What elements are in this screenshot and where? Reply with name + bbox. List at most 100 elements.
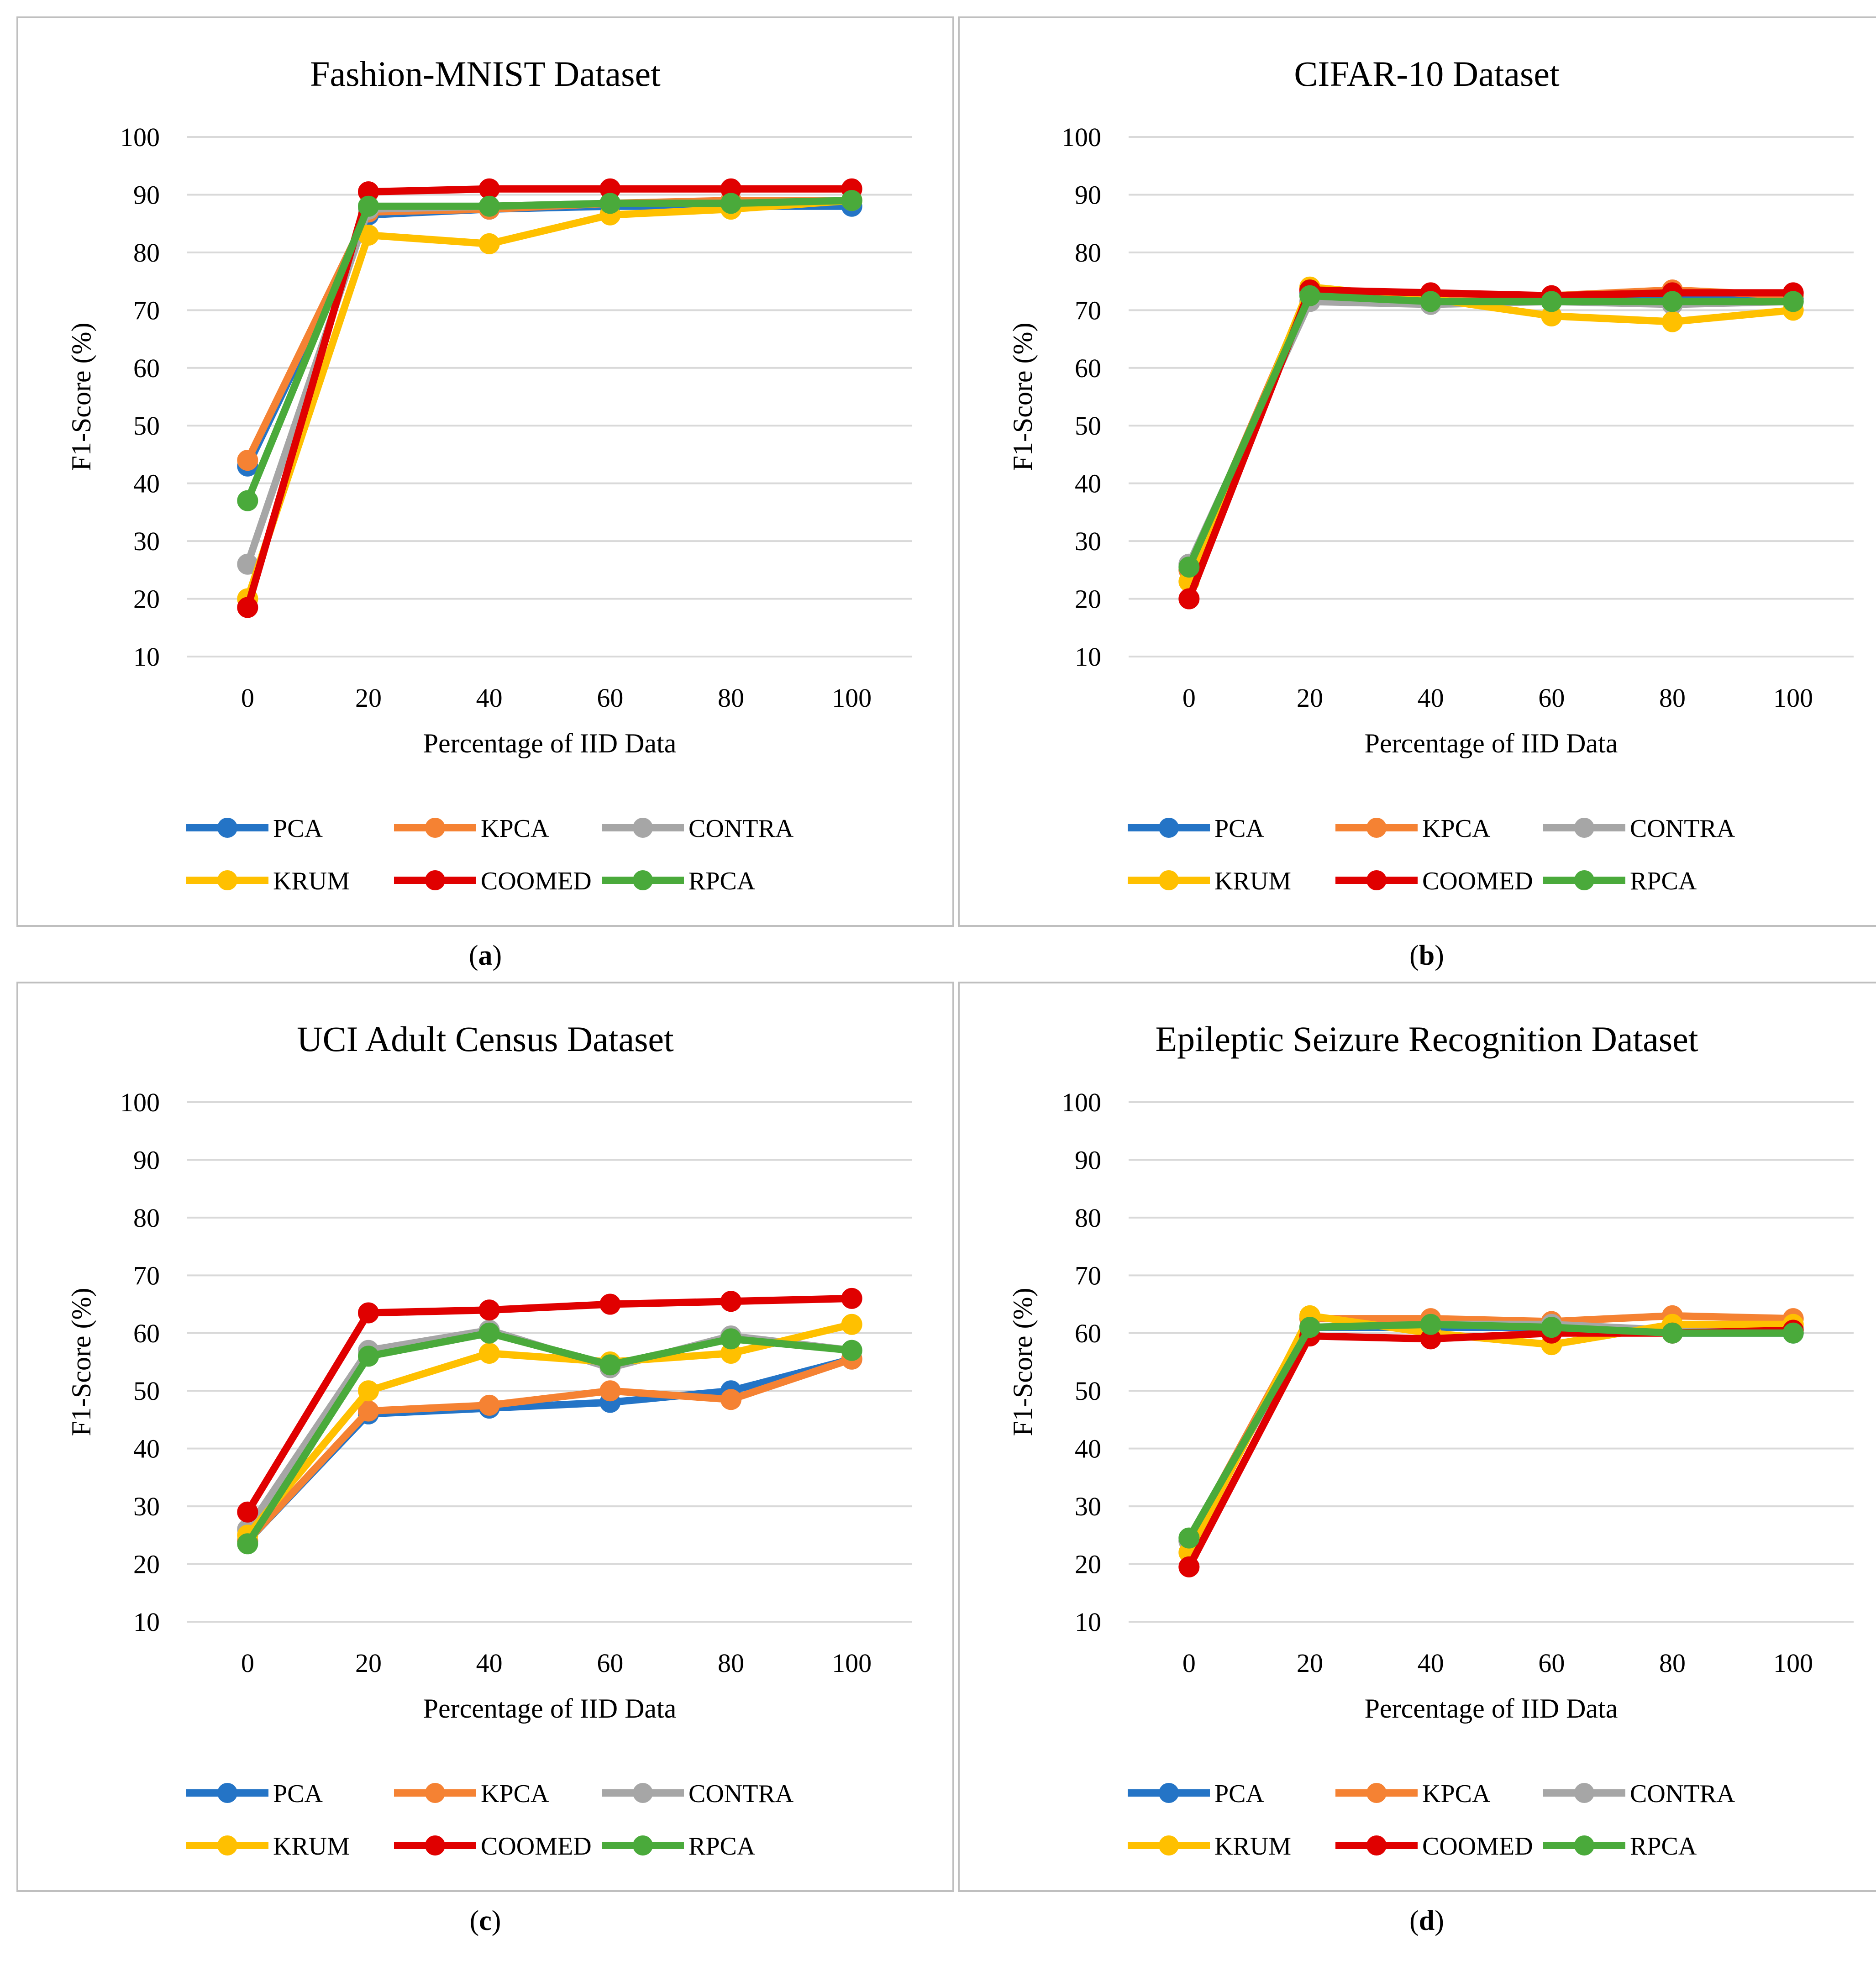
data-point <box>841 1340 862 1361</box>
y-tick-label: 30 <box>133 526 160 556</box>
legend-swatch-marker <box>1159 1783 1179 1803</box>
legend-label: COOMED <box>1422 867 1533 895</box>
y-axis-label: F1-Score (%) <box>66 1288 96 1436</box>
legend-swatch-marker <box>1159 818 1179 838</box>
chart-panel-b: CIFAR-10 Dataset 10 20 30 40 50 60 70 80 90 100 0 20… <box>958 16 1876 927</box>
y-tick-label: 20 <box>1075 1550 1101 1579</box>
series-line <box>244 1294 852 1514</box>
y-tick-label: 80 <box>1075 238 1101 268</box>
legend-item-rpca: RPCA <box>1543 867 1697 895</box>
y-tick-label: 70 <box>1075 295 1101 325</box>
legend-item-contra: CONTRA <box>1543 815 1735 843</box>
legend-item-kpca: KPCA <box>394 1780 549 1808</box>
data-point <box>599 1354 621 1376</box>
y-tick-label: 90 <box>1075 1145 1101 1175</box>
legend-label: KRUM <box>1214 867 1291 895</box>
data-point <box>358 1346 379 1367</box>
legend-label: KRUM <box>273 1832 350 1861</box>
legend-label: RPCA <box>688 1832 756 1861</box>
legend-item-coomed: COOMED <box>1335 867 1533 895</box>
data-point <box>599 1293 621 1315</box>
legend-swatch-marker <box>1159 1835 1179 1856</box>
x-tick-label: 40 <box>1418 1648 1444 1678</box>
y-tick-label: 10 <box>1075 642 1101 672</box>
data-point <box>358 195 379 217</box>
data-point <box>237 1501 258 1523</box>
x-tick-label: 100 <box>1773 1648 1813 1678</box>
data-point <box>1299 1317 1320 1338</box>
y-tick-label: 80 <box>133 238 160 268</box>
legend-item-contra: CONTRA <box>602 1780 794 1808</box>
legend-item-krum: KRUM <box>1128 867 1291 895</box>
panel-caption-d: (d) <box>1409 1905 1444 1936</box>
series-line <box>244 1329 852 1546</box>
y-tick-label: 20 <box>133 1550 160 1579</box>
legend-swatch-marker <box>425 818 445 838</box>
legend-item-kpca: KPCA <box>394 815 549 843</box>
legend-label: RPCA <box>1630 1832 1697 1861</box>
panel-caption-b: (b) <box>1409 940 1444 971</box>
data-point <box>237 1533 258 1555</box>
chart-border <box>958 982 1876 1892</box>
data-point <box>478 1322 500 1344</box>
legend-item-krum: KRUM <box>186 1832 350 1861</box>
data-point <box>1662 291 1683 312</box>
y-tick-label: 40 <box>133 469 160 499</box>
y-tick-label: 60 <box>133 353 160 383</box>
y-tick-label: 70 <box>1075 1261 1101 1290</box>
x-tick-label: 40 <box>476 683 503 713</box>
y-tick-label: 10 <box>133 642 160 672</box>
legend-label: COOMED <box>1422 1832 1533 1861</box>
chart-border <box>958 16 1876 927</box>
data-point <box>720 1389 741 1410</box>
y-tick-label: 40 <box>1075 469 1101 499</box>
legend-item-krum: KRUM <box>186 867 350 895</box>
data-point <box>599 1380 621 1402</box>
series-rpca <box>237 190 862 511</box>
chart-panel-c: UCI Adult Census Dataset 10 20 30 40 50 60 70 80… <box>16 982 954 1892</box>
series-line <box>1186 1320 1793 1540</box>
legend-swatch-marker <box>217 1783 237 1803</box>
data-point <box>1541 1317 1562 1338</box>
chart-border <box>16 982 954 1892</box>
data-point <box>599 193 621 214</box>
legend-swatch-marker <box>1574 1783 1594 1803</box>
x-axis-label: Percentage of IID Data <box>1365 728 1618 758</box>
legend-swatch-marker <box>1366 1783 1387 1803</box>
data-point <box>237 597 258 618</box>
x-tick-label: 60 <box>1538 1648 1565 1678</box>
data-point <box>720 1291 741 1312</box>
y-tick-label: 30 <box>133 1492 160 1521</box>
x-tick-label: 0 <box>241 683 254 713</box>
data-point <box>1782 1322 1804 1344</box>
series-line <box>245 1321 853 1538</box>
legend-item-kpca: KPCA <box>1335 815 1491 843</box>
legend-label: KPCA <box>481 815 549 843</box>
series-line <box>244 197 852 600</box>
data-point <box>720 1328 741 1350</box>
x-tick-label: 80 <box>1659 1648 1686 1678</box>
y-axis-label: F1-Score (%) <box>1008 1288 1038 1436</box>
data-point <box>478 1299 500 1321</box>
y-tick-label: 80 <box>1075 1203 1101 1233</box>
legend-item-kpca: KPCA <box>1335 1780 1491 1808</box>
legend-item-rpca: RPCA <box>602 867 756 895</box>
series-krum <box>237 1314 862 1546</box>
data-point <box>1782 291 1804 312</box>
y-tick-label: 30 <box>1075 526 1101 556</box>
legend-label: CONTRA <box>688 815 794 843</box>
legend-label: KPCA <box>1422 1780 1491 1808</box>
legend-item-contra: CONTRA <box>602 815 794 843</box>
x-tick-label: 40 <box>1418 683 1444 713</box>
legend-swatch-marker <box>217 870 237 890</box>
data-point <box>841 1288 862 1309</box>
legend-swatch-marker <box>1366 1835 1387 1856</box>
y-tick-label: 70 <box>133 295 160 325</box>
legend-item-pca: PCA <box>1128 1780 1264 1808</box>
legend-label: KRUM <box>1214 1832 1291 1861</box>
legend-swatch-marker <box>633 1835 653 1856</box>
legend-item-pca: PCA <box>186 815 323 843</box>
data-point <box>478 1343 500 1364</box>
x-tick-label: 20 <box>1297 683 1323 713</box>
y-tick-label: 90 <box>1075 180 1101 210</box>
